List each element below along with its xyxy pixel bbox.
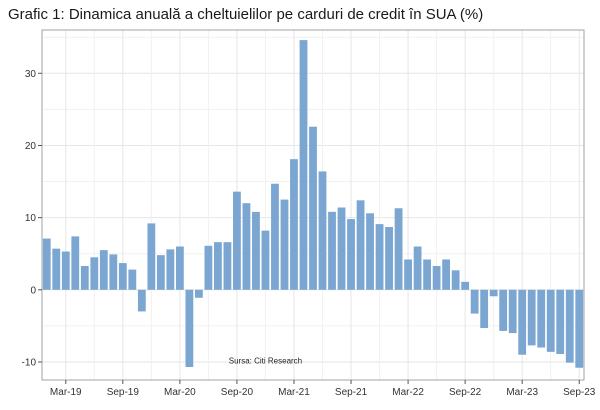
bar-Oct-19 bbox=[128, 269, 137, 290]
bar-Feb-23 bbox=[508, 289, 517, 334]
bar-Nov-19 bbox=[137, 289, 146, 312]
bar-Mar-19 bbox=[61, 251, 70, 290]
x-tick-label: Mar-21 bbox=[278, 387, 310, 398]
bar-Jul-23 bbox=[556, 289, 565, 355]
bar-May-19 bbox=[80, 265, 89, 290]
bar-Dec-22 bbox=[489, 289, 498, 297]
plot-border bbox=[41, 29, 585, 381]
bar-Nov-21 bbox=[366, 213, 374, 290]
bar-Nov-22 bbox=[480, 289, 489, 329]
bar-Mar-21 bbox=[290, 159, 298, 290]
x-tick-label: Sep-19 bbox=[107, 387, 140, 398]
x-tick-label: Mar-20 bbox=[164, 387, 196, 398]
bar-Apr-19 bbox=[71, 236, 80, 290]
bar-Sep-22 bbox=[461, 281, 470, 290]
y-tick-label: 30 bbox=[25, 69, 37, 80]
bar-Jun-22 bbox=[432, 265, 441, 290]
bar-Jun-23 bbox=[546, 289, 555, 352]
bar-Dec-19 bbox=[147, 223, 156, 290]
bar-Mar-20 bbox=[175, 246, 184, 290]
y-axis: -10 0 10 20 30 bbox=[22, 69, 42, 368]
bar-Sep-23 bbox=[575, 289, 584, 368]
bar-Apr-22 bbox=[413, 246, 422, 290]
bar-Oct-22 bbox=[470, 289, 479, 314]
x-axis: Mar-19 Sep-19 Mar-20 Sep-20 Mar-21 Sep-21 Mar-… bbox=[50, 380, 596, 398]
chart-title: Grafic 1: Dinamica anuală a cheltuielilo… bbox=[8, 6, 484, 23]
bar-Sep-21 bbox=[347, 219, 355, 290]
bar-May-23 bbox=[537, 289, 546, 348]
bar-Mar-23 bbox=[518, 289, 527, 355]
bar-Jun-21 bbox=[318, 171, 327, 290]
bar-Aug-23 bbox=[565, 289, 574, 363]
x-tick-label: Sep-23 bbox=[563, 387, 596, 398]
bar-Jul-19 bbox=[99, 250, 108, 290]
bar-Feb-19 bbox=[52, 248, 61, 290]
bar-Aug-22 bbox=[451, 270, 460, 290]
bar-Mar-22 bbox=[404, 259, 412, 290]
x-tick-label: Mar-19 bbox=[50, 387, 82, 398]
bar-Dec-20 bbox=[261, 230, 270, 290]
bar-Jan-21 bbox=[271, 183, 279, 290]
bar-Feb-20 bbox=[166, 249, 175, 290]
y-tick-label: -10 bbox=[22, 357, 37, 368]
bar-Dec-21 bbox=[375, 224, 384, 290]
bar-Aug-21 bbox=[337, 207, 346, 290]
bar-Aug-19 bbox=[109, 254, 118, 290]
x-tick-label: Mar-23 bbox=[506, 387, 538, 398]
bar-Feb-21 bbox=[280, 199, 289, 290]
bar-Jan-23 bbox=[499, 289, 508, 331]
bar-Oct-21 bbox=[356, 200, 365, 290]
bar-Jan-22 bbox=[385, 227, 393, 290]
y-tick-label: 10 bbox=[25, 213, 37, 224]
x-tick-label: Mar-22 bbox=[392, 387, 424, 398]
bar-Jul-20 bbox=[214, 242, 222, 290]
bar-Jul-22 bbox=[442, 259, 451, 290]
bar-May-20 bbox=[195, 289, 203, 298]
bar-Apr-23 bbox=[527, 289, 536, 346]
bar-Apr-21 bbox=[299, 40, 308, 290]
bar-Nov-20 bbox=[252, 211, 260, 290]
bar-Jan-19 bbox=[42, 238, 51, 290]
bar-Feb-22 bbox=[394, 208, 403, 290]
bar-May-21 bbox=[309, 126, 317, 290]
y-tick-label: 20 bbox=[25, 141, 37, 152]
bar-Jan-20 bbox=[156, 255, 165, 290]
bar-Apr-20 bbox=[185, 289, 194, 368]
x-tick-label: Sep-22 bbox=[449, 387, 482, 398]
x-tick-label: Sep-20 bbox=[221, 387, 254, 398]
bar-Jun-20 bbox=[204, 245, 213, 290]
bar-series bbox=[42, 40, 584, 368]
bar-May-22 bbox=[423, 259, 432, 290]
bar-Sep-20 bbox=[233, 191, 241, 290]
source-note: Sursa: Citi Research bbox=[229, 356, 302, 365]
bar-Sep-19 bbox=[118, 263, 127, 290]
y-tick-label: 0 bbox=[30, 285, 36, 296]
bar-Jul-21 bbox=[328, 211, 336, 290]
x-tick-label: Sep-21 bbox=[335, 387, 368, 398]
bar-Jun-19 bbox=[90, 257, 99, 290]
bar-Oct-20 bbox=[242, 203, 251, 290]
bar-Aug-20 bbox=[223, 242, 232, 290]
